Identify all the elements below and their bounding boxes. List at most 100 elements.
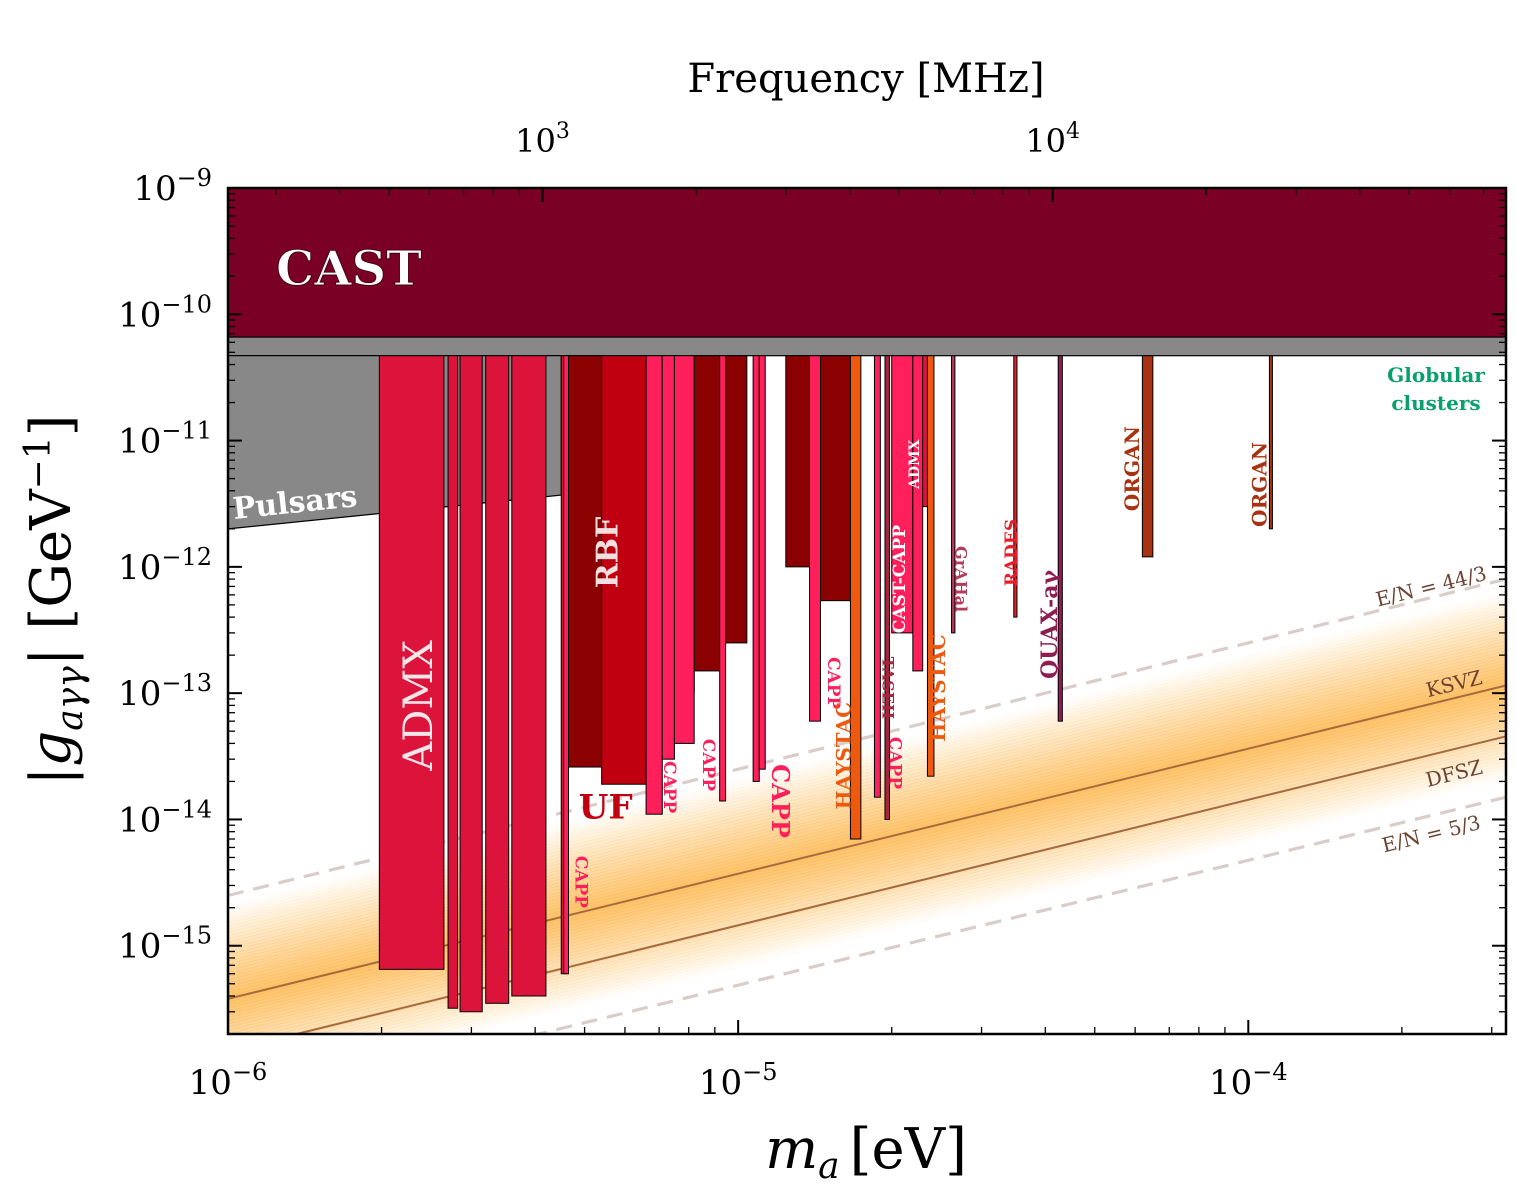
region-bar-0 xyxy=(951,355,956,634)
qcd-band-strip xyxy=(228,666,1506,984)
region-bar-4 xyxy=(511,355,547,997)
x-tick-base: 10 xyxy=(1209,1063,1252,1103)
qcd-band-strip xyxy=(228,603,1506,921)
top-tick-label-1: 104 xyxy=(1025,119,1080,160)
top-tick-base: 10 xyxy=(1025,122,1066,160)
region-bar-1 xyxy=(447,355,459,1009)
region-bar-2 xyxy=(661,355,675,760)
qcd-band-strip xyxy=(418,767,1506,1034)
qcd-band-strip xyxy=(405,764,1506,1034)
model-label-3: E/N = 5/3 xyxy=(1380,810,1483,857)
x-tick-label-0: 10−6 xyxy=(189,1058,268,1103)
qcd-band-strip xyxy=(228,628,1506,946)
region-label-4: CAPP xyxy=(659,761,679,814)
qcd-band-strip xyxy=(228,644,1506,962)
x-tick-label-2: 10−4 xyxy=(1209,1058,1288,1103)
x-tick-base: 10 xyxy=(699,1063,742,1103)
qcd-band-strip xyxy=(228,710,1506,1028)
region-grahal xyxy=(951,355,956,634)
region-bar-0 xyxy=(884,355,890,820)
region-bar-0 xyxy=(378,355,445,970)
y-axis-label-main: |g xyxy=(19,731,84,786)
x-axis-label-unit: [eV] xyxy=(850,1117,967,1182)
region-bar-4 xyxy=(719,355,727,802)
globular-label: Globular xyxy=(1387,363,1485,387)
qcd-band-strip xyxy=(228,713,1506,1031)
qcd-band-strip xyxy=(366,754,1506,1034)
qcd-band-strip xyxy=(302,738,1506,1034)
y-tick-base: 10 xyxy=(118,800,161,840)
region-label-11: CAST-CAPP xyxy=(890,525,910,633)
y-tick-label-6: 10−15 xyxy=(118,922,212,967)
qcd-band-strip xyxy=(430,770,1506,1034)
region-bar-4 xyxy=(785,355,812,568)
region-label-10: CAPP xyxy=(884,737,904,790)
qcd-band-strip xyxy=(228,697,1506,1015)
region-label-8: HAYSTAC xyxy=(832,702,856,809)
qcd-band-strip xyxy=(327,745,1506,1034)
region-label-18: ORGAN xyxy=(1248,442,1272,527)
y-tick-exp: −14 xyxy=(161,795,212,823)
model-line-3 xyxy=(531,795,1506,1034)
region-bar-0 xyxy=(601,355,647,785)
region-globular-clusters xyxy=(228,336,1506,357)
x-axis-label: ma [eV] xyxy=(765,1117,967,1187)
top-tick-exp: 3 xyxy=(556,119,570,144)
x-tick-label-1: 10−5 xyxy=(699,1058,778,1103)
region-haystac xyxy=(849,355,935,840)
qcd-band-strip xyxy=(228,656,1506,974)
y-tick-base: 10 xyxy=(118,295,161,335)
y-tick-label-1: 10−10 xyxy=(118,290,212,335)
x-tick-exp: −5 xyxy=(742,1058,777,1086)
y-tick-label-4: 10−13 xyxy=(118,669,212,714)
y-axis-label-unit-exp: −1 xyxy=(18,436,59,489)
qcd-band-strip xyxy=(228,650,1506,968)
region-bar-2 xyxy=(459,355,483,1013)
y-tick-label-3: 10−12 xyxy=(118,543,212,588)
qcd-band-strip xyxy=(228,678,1506,996)
qcd-band-strip xyxy=(228,631,1506,949)
region-label-3: CAPP xyxy=(571,856,591,909)
qcd-band-strip xyxy=(228,599,1506,918)
region-bar-0 xyxy=(563,355,570,975)
region-label-12: ADMX xyxy=(907,439,923,490)
qcd-band-strip xyxy=(263,729,1506,1034)
region-organ xyxy=(1141,355,1273,558)
qcd-band-strip xyxy=(228,609,1506,927)
qcd-band-strip xyxy=(228,593,1506,911)
region-bar-0 xyxy=(849,355,862,840)
region-label-7: CAPP xyxy=(823,657,843,710)
y-tick-label-0: 10−9 xyxy=(133,164,212,209)
region-label-17: ORGAN xyxy=(1120,426,1144,511)
y-tick-label-2: 10−11 xyxy=(118,417,212,462)
qcd-band-strip xyxy=(228,688,1506,1006)
qcd-band-strip xyxy=(228,707,1506,1025)
y-tick-exp: −12 xyxy=(161,543,212,571)
qcd-band-strip xyxy=(228,653,1506,971)
qcd-band-strip xyxy=(392,760,1506,1034)
y-tick-exp: −13 xyxy=(161,669,212,697)
region-label-9: TASEH xyxy=(879,657,898,719)
y-axis-label-sub: aγγ xyxy=(50,666,91,731)
region-label-2: UF xyxy=(579,787,633,827)
qcd-band-strip xyxy=(228,663,1506,981)
qcd-band-strip xyxy=(228,615,1506,933)
top-tick-base: 10 xyxy=(515,122,556,160)
cast-label: CAST xyxy=(276,241,422,297)
region-bar-0 xyxy=(1013,355,1018,618)
qcd-band-strip xyxy=(228,606,1506,924)
qcd-band-strip xyxy=(379,757,1506,1034)
region-label-5: CAPP xyxy=(698,739,718,792)
y-axis-label-unit: | [GeV xyxy=(19,488,84,666)
globular-label-2: clusters xyxy=(1391,391,1480,415)
region-bar-2 xyxy=(693,355,723,672)
plot-frame xyxy=(226,186,1508,1036)
qcd-band-strip xyxy=(228,700,1506,1019)
region-label-15: RADES xyxy=(1002,519,1022,586)
region-capp xyxy=(563,355,924,975)
region-bar-1 xyxy=(645,355,663,815)
region-label-16: QUAX-aγ xyxy=(1037,569,1063,678)
y-tick-base: 10 xyxy=(118,927,161,967)
